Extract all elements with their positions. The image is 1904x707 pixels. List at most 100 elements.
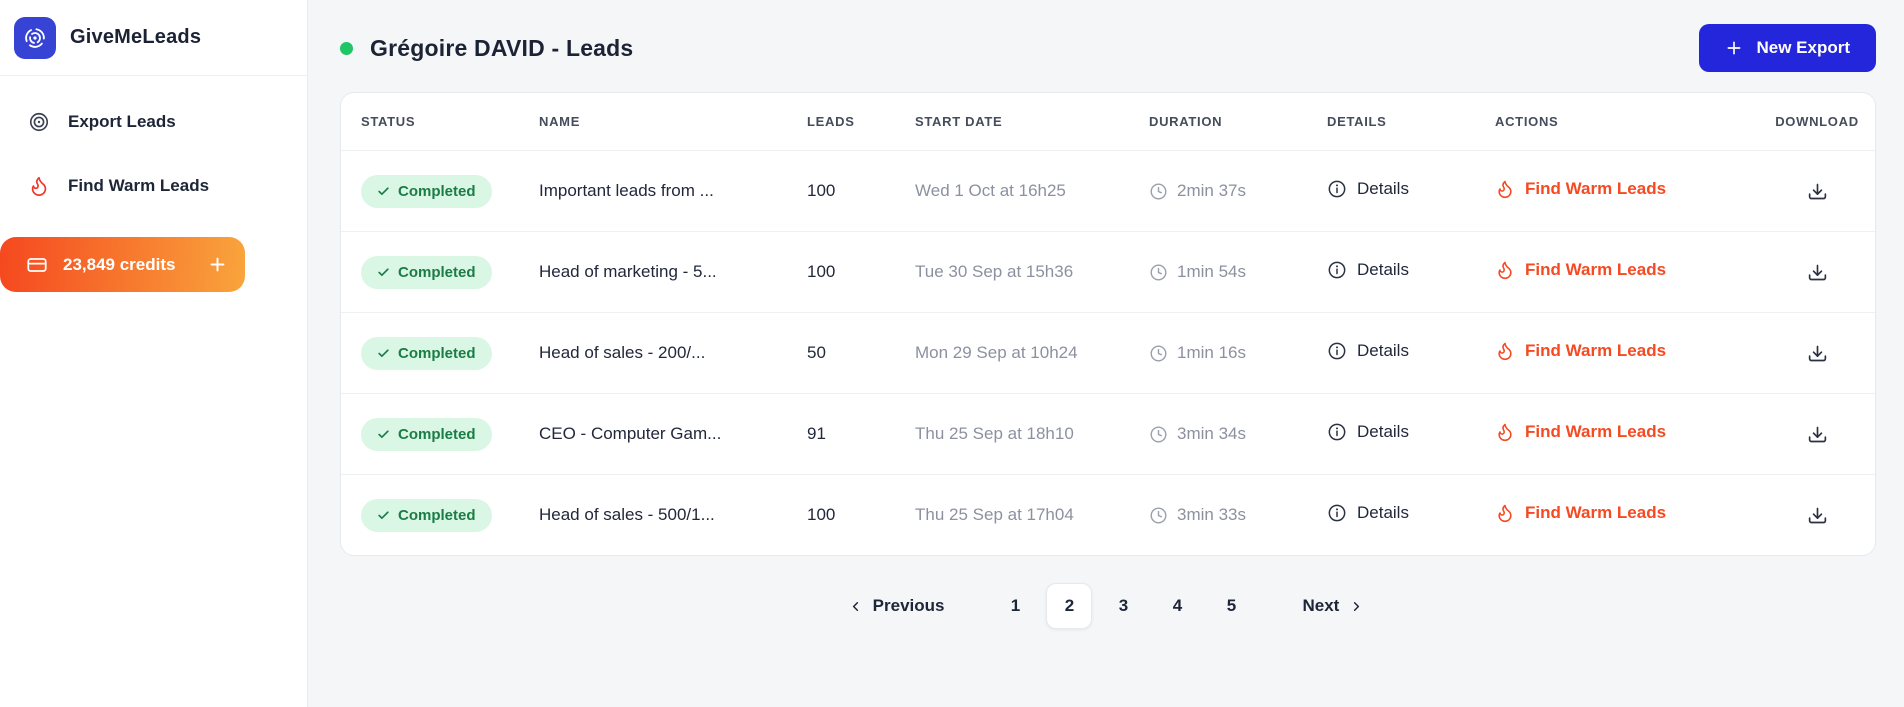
duration: 1min 54s (1149, 262, 1327, 282)
download-button[interactable] (1807, 181, 1828, 202)
sidebar-item-export-leads[interactable]: Export Leads (0, 90, 307, 154)
start-date: Thu 25 Sep at 17h04 (915, 505, 1074, 524)
sidebar-item-find-warm-leads[interactable]: Find Warm Leads (0, 154, 307, 218)
info-icon (1327, 260, 1347, 280)
target-icon (28, 111, 50, 133)
find-warm-leads-button[interactable]: Find Warm Leads (1495, 179, 1666, 199)
chevron-right-icon (1349, 599, 1364, 614)
check-icon (377, 347, 390, 360)
page-button-1[interactable]: 1 (992, 583, 1038, 629)
new-export-button[interactable]: New Export (1699, 24, 1876, 72)
sidebar-item-label: Export Leads (68, 112, 176, 131)
start-date: Thu 25 Sep at 18h10 (915, 424, 1074, 443)
download-button[interactable] (1807, 424, 1828, 445)
page-button-5[interactable]: 5 (1208, 583, 1254, 629)
leads-count: 91 (807, 424, 826, 443)
column-header-leads: LEADS (807, 114, 855, 129)
check-icon (377, 185, 390, 198)
credits-label: 23,849 credits (63, 254, 176, 274)
export-name: CEO - Computer Gam... (539, 424, 722, 443)
info-icon (1327, 179, 1347, 199)
duration: 2min 37s (1149, 181, 1327, 201)
previous-page-button[interactable]: Previous (838, 596, 955, 616)
details-button[interactable]: Details (1327, 422, 1409, 442)
status-badge: Completed (361, 336, 492, 370)
download-button[interactable] (1807, 505, 1828, 526)
duration: 3min 34s (1149, 424, 1327, 444)
start-date: Wed 1 Oct at 16h25 (915, 181, 1066, 200)
table-row: Completed Head of marketing - 5... 100 T… (341, 231, 1875, 312)
column-header-name: NAME (539, 114, 581, 129)
clock-icon (1149, 344, 1168, 363)
brand: GiveMeLeads (0, 0, 307, 76)
status-badge: Completed (361, 417, 492, 451)
pagination: Previous 1 2 3 4 5 Next (308, 583, 1904, 629)
column-header-status: STATUS (361, 114, 416, 129)
duration: 1min 16s (1149, 343, 1327, 363)
export-name: Head of sales - 500/1... (539, 505, 715, 524)
table-row: Completed Head of sales - 500/1... 100 T… (341, 474, 1875, 555)
page-button-3[interactable]: 3 (1100, 583, 1146, 629)
find-warm-leads-button[interactable]: Find Warm Leads (1495, 260, 1666, 280)
table-row: Completed CEO - Computer Gam... 91 Thu 2… (341, 393, 1875, 474)
plus-icon (208, 255, 227, 274)
flame-icon (1495, 422, 1515, 442)
download-icon (1807, 424, 1828, 445)
app-title: GiveMeLeads (70, 26, 202, 48)
info-icon (1327, 503, 1347, 523)
column-header-download: DOWNLOAD (1775, 114, 1859, 129)
credit-card-icon (26, 254, 48, 276)
flame-icon (1495, 179, 1515, 199)
plus-icon (1725, 39, 1743, 57)
status-badge: Completed (361, 498, 492, 532)
start-date: Tue 30 Sep at 15h36 (915, 262, 1074, 281)
column-header-duration: DURATION (1149, 114, 1223, 129)
find-warm-leads-button[interactable]: Find Warm Leads (1495, 503, 1666, 523)
page-button-2-active[interactable]: 2 (1046, 583, 1093, 629)
flame-icon (28, 175, 50, 197)
next-page-button[interactable]: Next (1292, 596, 1374, 616)
download-button[interactable] (1807, 343, 1828, 364)
status-badge: Completed (361, 255, 492, 289)
details-button[interactable]: Details (1327, 260, 1409, 280)
duration: 3min 33s (1149, 505, 1327, 525)
table-row: Completed Important leads from ... 100 W… (341, 150, 1875, 231)
sidebar-nav: Export Leads Find Warm Leads (0, 76, 307, 218)
export-name: Head of marketing - 5... (539, 262, 717, 281)
export-name: Important leads from ... (539, 181, 714, 200)
download-icon (1807, 262, 1828, 283)
start-date: Mon 29 Sep at 10h24 (915, 343, 1078, 362)
table-row: Completed Head of sales - 200/... 50 Mon… (341, 312, 1875, 393)
details-button[interactable]: Details (1327, 179, 1409, 199)
main-content: Grégoire DAVID - Leads New Export STATUS… (308, 0, 1904, 707)
details-button[interactable]: Details (1327, 341, 1409, 361)
check-icon (377, 266, 390, 279)
chevron-left-icon (848, 599, 863, 614)
column-header-actions: ACTIONS (1495, 114, 1559, 129)
flame-icon (1495, 260, 1515, 280)
info-icon (1327, 422, 1347, 442)
page-button-4[interactable]: 4 (1154, 583, 1200, 629)
find-warm-leads-button[interactable]: Find Warm Leads (1495, 341, 1666, 361)
find-warm-leads-button[interactable]: Find Warm Leads (1495, 422, 1666, 442)
page-header: Grégoire DAVID - Leads New Export (308, 0, 1904, 90)
clock-icon (1149, 506, 1168, 525)
credits-button[interactable]: 23,849 credits (0, 237, 245, 292)
export-name: Head of sales - 200/... (539, 343, 706, 362)
status-dot-icon (340, 41, 353, 55)
exports-table: STATUS NAME LEADS START DATE DURATION DE… (340, 92, 1876, 556)
column-header-details: DETAILS (1327, 114, 1387, 129)
download-icon (1807, 505, 1828, 526)
status-badge: Completed (361, 174, 492, 208)
new-export-label: New Export (1756, 38, 1850, 57)
download-icon (1807, 181, 1828, 202)
column-header-start-date: START DATE (915, 114, 1003, 129)
sidebar-item-label: Find Warm Leads (68, 176, 210, 195)
download-button[interactable] (1807, 262, 1828, 283)
flame-icon (1495, 503, 1515, 523)
clock-icon (1149, 263, 1168, 282)
details-button[interactable]: Details (1327, 503, 1409, 523)
app-logo-icon (14, 16, 56, 59)
download-icon (1807, 343, 1828, 364)
table-header-row: STATUS NAME LEADS START DATE DURATION DE… (341, 93, 1875, 150)
